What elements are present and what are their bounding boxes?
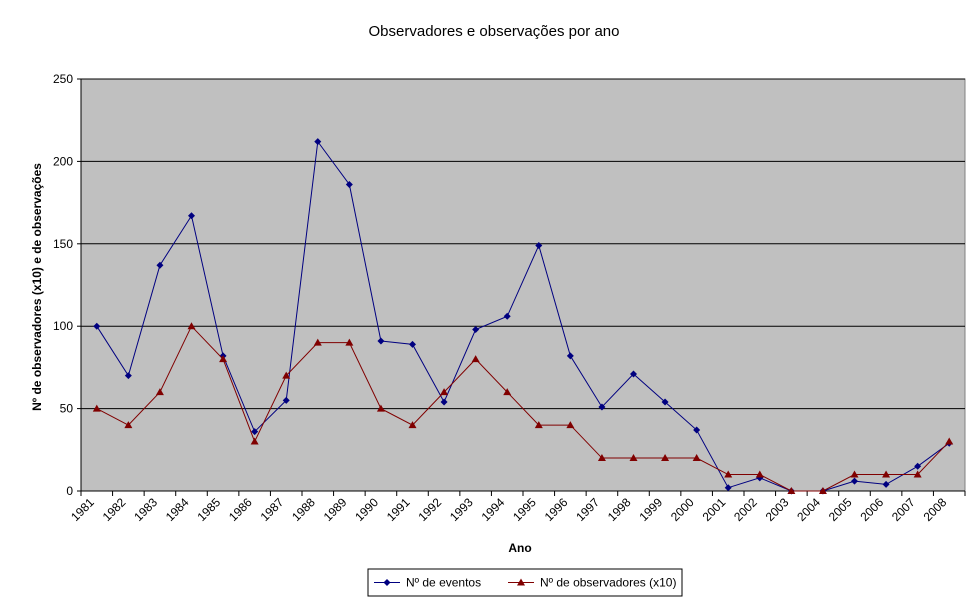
- data-point: [93, 322, 101, 330]
- data-point: [345, 180, 353, 188]
- data-point: [661, 454, 670, 462]
- x-tick-label: 1994: [479, 495, 508, 524]
- x-tick-label: 2007: [889, 495, 918, 524]
- x-tick-label: 1997: [573, 495, 602, 524]
- x-tick-label: 1991: [384, 495, 413, 524]
- x-tick-label: 2000: [668, 495, 697, 524]
- x-tick-label: 1990: [352, 495, 381, 524]
- data-point: [755, 470, 764, 478]
- data-point: [376, 404, 385, 412]
- data-point: [124, 421, 133, 429]
- y-tick-label: 150: [53, 237, 73, 251]
- y-tick-label: 250: [53, 72, 73, 86]
- data-point: [693, 426, 701, 434]
- data-point: [851, 477, 858, 485]
- data-point: [219, 355, 228, 363]
- data-point: [124, 372, 132, 380]
- y-tick-label: 50: [60, 402, 74, 416]
- y-tick-label: 0: [66, 484, 73, 498]
- data-point: [187, 322, 196, 330]
- data-point: [566, 421, 575, 429]
- legend-label: Nº de eventos: [406, 576, 481, 590]
- legend-label: Nº de observadores (x10): [540, 576, 676, 590]
- x-axis-label: Ano: [508, 541, 531, 555]
- data-point: [534, 421, 543, 429]
- x-tick-label: 2004: [794, 495, 823, 524]
- x-tick-label: 1983: [131, 495, 160, 524]
- x-tick-label: 2002: [731, 495, 760, 524]
- data-point: [724, 484, 732, 492]
- x-tick-label: 1984: [163, 495, 192, 524]
- data-point: [598, 403, 606, 411]
- data-point: [535, 241, 543, 249]
- data-point: [913, 470, 922, 478]
- data-point: [566, 352, 574, 360]
- legend-swatch-marker: [517, 578, 525, 586]
- data-point: [503, 388, 512, 396]
- y-axis-label: Nº de observadores (x10) e de observaçõe…: [30, 163, 44, 411]
- data-point: [597, 454, 606, 462]
- x-tick-label: 1999: [636, 495, 665, 524]
- data-point: [345, 338, 354, 346]
- x-tick-label: 1981: [68, 495, 97, 524]
- plot-background: [80, 78, 966, 492]
- x-tick-label: 1993: [447, 495, 476, 524]
- x-tick-label: 1988: [289, 495, 318, 524]
- data-point: [787, 487, 796, 494]
- data-point: [503, 312, 511, 320]
- legend-swatch-marker: [383, 579, 391, 586]
- x-tick-label: 2001: [700, 495, 729, 524]
- data-point: [661, 398, 669, 406]
- legend: Nº de eventos Nº de observadores (x10): [367, 568, 683, 597]
- data-point: [92, 404, 101, 412]
- data-point: [882, 470, 891, 478]
- data-point: [409, 340, 416, 348]
- x-tick-label: 1986: [226, 495, 255, 524]
- data-point: [818, 487, 827, 494]
- x-tick-label: 2006: [857, 495, 886, 524]
- x-tick-label: 1996: [542, 495, 571, 524]
- x-tick-label: 1989: [321, 495, 350, 524]
- data-point: [724, 470, 733, 478]
- y-tick-label: 200: [53, 154, 73, 168]
- x-tick-label: 1992: [415, 495, 444, 524]
- x-tick-label: 1987: [258, 495, 287, 524]
- x-tick-label: 1985: [194, 495, 223, 524]
- data-point: [850, 470, 859, 478]
- x-tick-label: 2008: [921, 495, 950, 524]
- data-point: [313, 338, 322, 346]
- data-point: [440, 388, 449, 396]
- data-point: [440, 398, 448, 406]
- data-point: [251, 428, 259, 436]
- data-point: [282, 371, 291, 379]
- x-tick-label: 1995: [510, 495, 539, 524]
- data-point: [156, 261, 164, 269]
- data-point: [629, 454, 638, 462]
- x-tick-label: 2003: [763, 495, 792, 524]
- x-tick-label: 1998: [605, 495, 634, 524]
- data-point: [914, 462, 922, 470]
- data-point: [471, 355, 480, 363]
- series-line-2: [96, 325, 950, 492]
- x-tick-label: 1982: [100, 495, 129, 524]
- data-point: [282, 396, 290, 404]
- data-point: [155, 388, 164, 396]
- data-point: [882, 480, 890, 488]
- data-point: [692, 454, 701, 462]
- data-point: [188, 212, 195, 220]
- chart-title: Observadores e observações por ano: [369, 23, 620, 40]
- x-tick-label: 2005: [826, 495, 855, 524]
- data-point: [408, 421, 417, 429]
- data-point: [945, 437, 954, 445]
- data-point: [314, 138, 322, 146]
- y-tick-label: 100: [53, 319, 73, 333]
- data-point: [250, 437, 259, 445]
- data-point: [377, 337, 385, 345]
- data-point: [472, 325, 480, 333]
- data-point: [630, 370, 637, 378]
